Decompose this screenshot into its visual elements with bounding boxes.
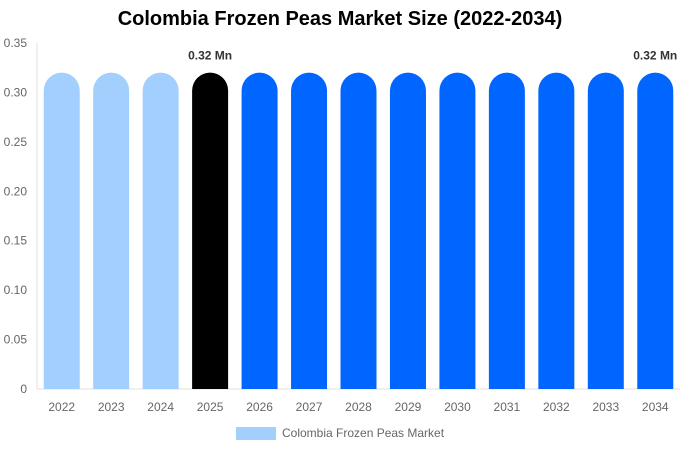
data-label-2025: 0.32 Mn [188, 49, 232, 63]
chart-title: Colombia Frozen Peas Market Size (2022-2… [117, 8, 563, 30]
x-tick-label: 2034 [642, 400, 669, 414]
bar-2028 [340, 72, 377, 390]
y-tick-label: 0.15 [4, 234, 28, 248]
bar-2022 [43, 72, 80, 390]
bar-2027 [291, 72, 328, 390]
bar-2034 [637, 72, 674, 390]
x-tick-label: 2027 [296, 400, 323, 414]
x-tick-label: 2026 [246, 400, 273, 414]
bar-2030 [439, 72, 476, 390]
bar-2031 [488, 72, 525, 389]
data-label-2034: 0.32 Mn [633, 49, 677, 63]
y-tick-label: 0.20 [4, 184, 28, 198]
bar-2033 [587, 72, 624, 390]
x-tick-label: 2031 [494, 400, 521, 414]
bar-2024 [142, 72, 179, 390]
bar-2023 [93, 72, 130, 390]
bar-2025 [192, 72, 229, 390]
x-tick-label: 2028 [345, 400, 372, 414]
y-tick-label: 0 [20, 382, 27, 396]
y-tick-label: 0.25 [4, 135, 28, 149]
x-tick-label: 2032 [543, 400, 570, 414]
y-tick-label: 0.30 [4, 85, 28, 99]
x-tick-label: 2024 [147, 400, 174, 414]
y-tick-label: 0.05 [4, 333, 28, 347]
x-tick-label: 2025 [197, 400, 224, 414]
x-tick-label: 2023 [98, 400, 125, 414]
x-tick-label: 2033 [592, 400, 619, 414]
x-tick-label: 2030 [444, 400, 471, 414]
y-tick-label: 0.35 [4, 36, 28, 50]
x-tick-label: 2022 [48, 400, 75, 414]
bar-2029 [389, 72, 426, 390]
x-tick-label: 2029 [395, 400, 422, 414]
legend-swatch [236, 426, 276, 440]
legend-label: Colombia Frozen Peas Market [282, 426, 445, 440]
y-tick-label: 0.10 [4, 283, 28, 297]
bar-2026 [241, 72, 278, 389]
bar-2032 [538, 72, 575, 390]
legend[interactable]: Colombia Frozen Peas Market [236, 426, 444, 440]
